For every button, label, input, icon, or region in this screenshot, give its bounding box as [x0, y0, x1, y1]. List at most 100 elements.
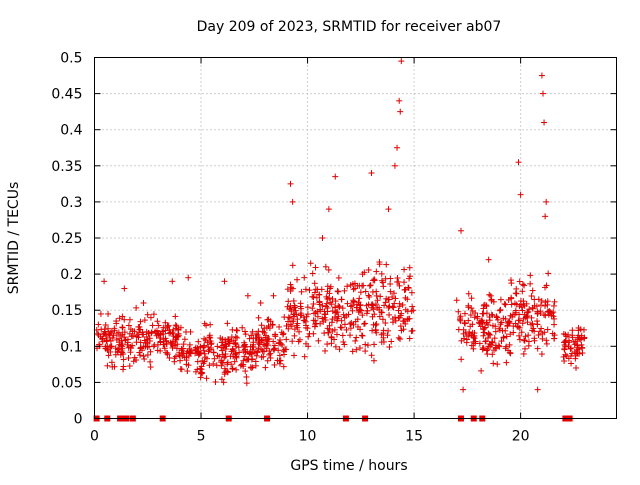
data-point [474, 315, 481, 322]
data-point [162, 327, 169, 334]
data-point [350, 286, 357, 293]
data-points [93, 58, 588, 393]
data-point [382, 275, 389, 282]
data-point [303, 340, 310, 347]
data-point [229, 326, 236, 333]
data-point [173, 333, 180, 340]
y-tick-label: 0.1 [60, 339, 82, 355]
data-point [538, 351, 545, 358]
data-point [329, 296, 336, 303]
y-tick-label: 0.35 [51, 159, 82, 175]
data-point [561, 345, 568, 352]
chart-title: Day 209 of 2023, SRMTID for receiver ab0… [197, 19, 502, 35]
data-point [322, 347, 329, 354]
data-point [224, 359, 231, 366]
data-point [232, 339, 239, 346]
axis-ticks [94, 57, 617, 419]
data-point [368, 301, 375, 308]
data-point [524, 319, 531, 326]
data-point [109, 363, 116, 370]
data-point [304, 311, 311, 318]
data-point [516, 336, 523, 343]
data-point [409, 303, 416, 310]
data-point [366, 282, 373, 289]
data-point [458, 337, 465, 344]
data-point [390, 319, 397, 326]
data-point [332, 173, 339, 180]
data-point [520, 337, 527, 344]
data-point [569, 327, 576, 334]
data-point [356, 295, 363, 302]
data-point [323, 293, 330, 300]
data-point [394, 279, 401, 286]
data-point [369, 288, 376, 295]
data-point [497, 321, 504, 328]
data-point [462, 320, 469, 327]
data-point [124, 341, 131, 348]
data-point [534, 345, 541, 352]
data-point [525, 308, 532, 315]
data-point [347, 303, 354, 310]
data-point [310, 300, 317, 307]
data-point [301, 353, 308, 360]
data-point [291, 352, 298, 359]
data-point [468, 332, 475, 339]
data-point [335, 274, 342, 281]
data-point [255, 314, 262, 321]
y-tick-label: 0.15 [51, 303, 82, 319]
data-point [353, 301, 360, 308]
data-point [387, 280, 394, 287]
data-point [247, 351, 254, 358]
data-point [357, 289, 364, 296]
data-point [172, 334, 179, 341]
data-point [255, 334, 262, 341]
data-point [542, 312, 549, 319]
data-point [325, 206, 332, 213]
data-point [129, 333, 136, 340]
data-point [137, 339, 144, 346]
data-point [495, 342, 502, 349]
data-point [493, 314, 500, 321]
data-point [468, 295, 475, 302]
data-point [105, 310, 112, 317]
data-point [365, 342, 372, 349]
data-point [538, 297, 545, 304]
data-point [258, 322, 265, 329]
data-point [180, 350, 187, 357]
data-point [543, 337, 550, 344]
data-point [455, 308, 462, 315]
data-point [311, 289, 318, 296]
data-point [328, 340, 335, 347]
data-point [521, 337, 528, 344]
data-point [364, 307, 371, 314]
data-point [528, 321, 535, 328]
data-point [328, 301, 335, 308]
data-point [195, 338, 202, 345]
data-point [201, 335, 208, 342]
data-point [543, 282, 550, 289]
data-point [358, 332, 365, 339]
data-point [120, 356, 127, 363]
data-point [283, 336, 290, 343]
data-point [494, 361, 501, 368]
data-point [385, 304, 392, 311]
data-point [239, 324, 246, 331]
data-point [334, 288, 341, 295]
data-point [307, 260, 314, 267]
data-point [567, 345, 574, 352]
data-point [376, 259, 383, 266]
data-point [230, 353, 237, 360]
data-point [271, 342, 278, 349]
data-point [225, 336, 232, 343]
data-point [207, 321, 214, 328]
data-point [224, 320, 231, 327]
data-point [354, 282, 361, 289]
data-point [372, 301, 379, 308]
data-point [276, 352, 283, 359]
data-point [392, 317, 399, 324]
data-point [370, 306, 377, 313]
data-point [322, 316, 329, 323]
data-point [491, 335, 498, 342]
data-point [331, 326, 338, 333]
data-point [488, 338, 495, 345]
